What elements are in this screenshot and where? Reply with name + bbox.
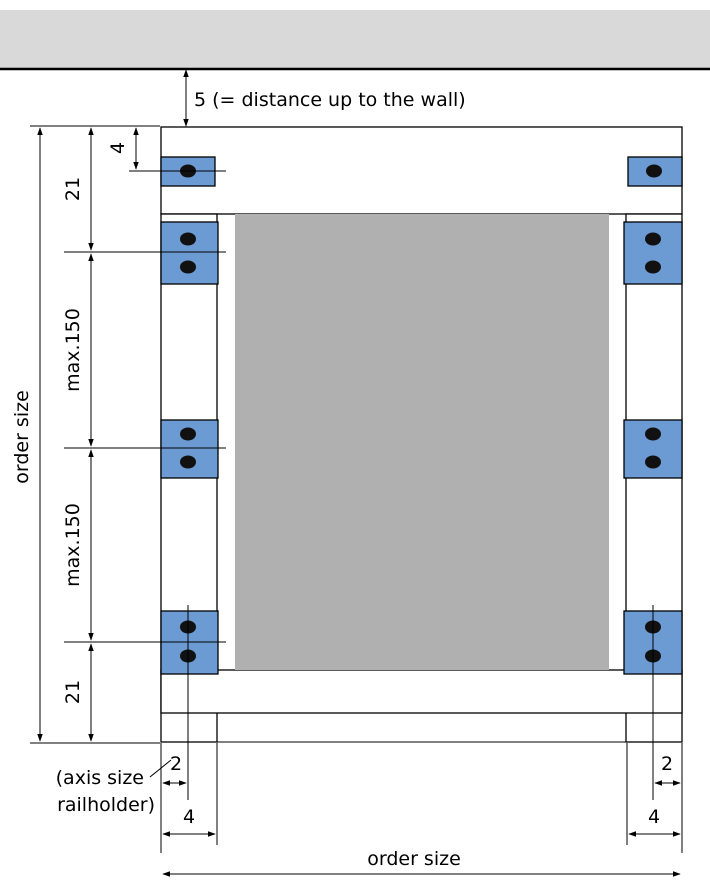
hole — [180, 232, 196, 246]
hole — [645, 427, 661, 441]
dim-2-left-label: 2 — [170, 753, 182, 775]
axis-note-line2: railholder) — [57, 794, 155, 816]
top-rail — [160, 126, 683, 215]
wall — [0, 10, 710, 68]
curtain-panel — [235, 214, 609, 670]
hole — [180, 427, 196, 441]
axis-note-line1: (axis size — [56, 767, 144, 789]
bracket-top-right — [627, 156, 683, 187]
hole — [645, 232, 661, 246]
hole — [180, 260, 196, 274]
bottom-rail — [160, 669, 683, 714]
hole — [645, 455, 661, 469]
hole — [180, 455, 196, 469]
dim-21-bottom-label: 21 — [62, 680, 84, 704]
axis-note-leader — [149, 759, 172, 778]
order-size-horizontal-label: order size — [367, 848, 461, 870]
hole — [645, 260, 661, 274]
bracket-right-1 — [623, 221, 683, 285]
dim-4-top-label: 4 — [107, 142, 129, 154]
bracket-left-1 — [160, 221, 219, 285]
dim-2-right-label: 2 — [661, 753, 673, 775]
hole — [646, 164, 662, 178]
dim-4-right-label: 4 — [648, 806, 660, 828]
order-size-vertical-label: order size — [11, 390, 33, 484]
dim-4-left-label: 4 — [183, 806, 195, 828]
top-gap-label: 5 (= distance up to the wall) — [194, 89, 466, 111]
dim-max150-lower-label: max.150 — [62, 503, 84, 587]
dim-21-top-label: 21 — [62, 177, 84, 201]
dim-max150-upper-label: max.150 — [62, 308, 84, 392]
